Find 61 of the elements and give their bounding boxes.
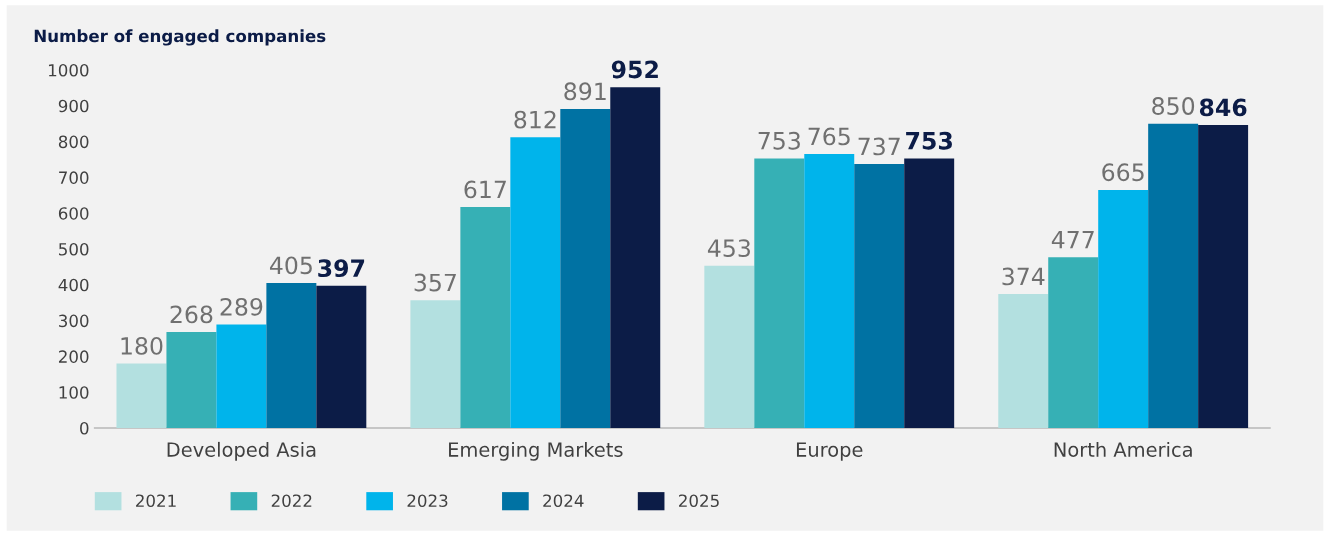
legend-label: 2025 <box>679 494 719 508</box>
legend-label: 2023 <box>407 494 448 508</box>
data-label: 289 <box>220 297 263 316</box>
bar <box>116 363 167 428</box>
data-label: 477 <box>1051 230 1094 249</box>
bar <box>854 164 905 428</box>
data-label: 753 <box>906 131 952 150</box>
data-label: 453 <box>707 239 750 258</box>
y-tick-label: 600 <box>58 207 89 220</box>
data-label: 268 <box>170 305 213 324</box>
bar <box>510 137 561 428</box>
x-tick-label: Emerging Markets <box>449 441 623 461</box>
bar <box>460 207 511 428</box>
bar <box>1198 125 1249 428</box>
data-label: 891 <box>564 82 606 101</box>
y-tick-label: 100 <box>59 386 89 399</box>
bar <box>754 158 805 428</box>
y-tick-label: 400 <box>58 278 89 292</box>
bar <box>216 324 267 428</box>
x-tick-label: Europe <box>796 442 863 461</box>
data-label: 665 <box>1102 163 1144 182</box>
y-axis-title: Number of engaged companies <box>34 29 326 46</box>
data-label: 374 <box>1002 267 1045 286</box>
data-label: 846 <box>1199 98 1247 117</box>
bar <box>998 294 1049 428</box>
y-tick-label: 900 <box>58 99 89 113</box>
data-label: 765 <box>808 127 850 146</box>
data-label: 397 <box>318 259 365 278</box>
bar <box>704 265 755 428</box>
bar <box>316 285 367 428</box>
bar <box>804 154 855 428</box>
x-tick-label: North America <box>1054 441 1192 457</box>
data-label: 952 <box>611 60 658 79</box>
bar <box>1148 123 1199 428</box>
data-label: 357 <box>414 273 456 292</box>
y-tick-label: 700 <box>59 171 89 184</box>
data-label: 405 <box>269 256 312 275</box>
x-tick-label: Developed Asia <box>167 441 316 461</box>
bar <box>560 108 611 428</box>
bar <box>1098 189 1149 428</box>
y-tick-label: 800 <box>58 135 89 149</box>
data-label: 850 <box>1152 97 1195 115</box>
y-tick-label: 300 <box>59 314 89 328</box>
y-tick-label: 500 <box>59 242 89 256</box>
bar <box>166 332 217 428</box>
bar <box>266 282 317 428</box>
data-label: 617 <box>464 180 506 199</box>
bar <box>610 87 661 428</box>
y-tick-label: 200 <box>58 350 89 363</box>
data-label: 737 <box>858 137 900 156</box>
data-label: 753 <box>758 131 800 150</box>
data-label: 180 <box>121 336 163 355</box>
data-label: 812 <box>514 110 556 129</box>
bar <box>1048 257 1099 428</box>
legend-label: 2022 <box>271 494 312 508</box>
y-tick-label: 1000 <box>48 63 89 77</box>
y-tick-label: 0 <box>80 421 89 435</box>
bar <box>410 300 461 428</box>
legend-label: 2021 <box>136 494 176 508</box>
legend-label: 2024 <box>543 494 584 508</box>
bar <box>904 158 955 428</box>
